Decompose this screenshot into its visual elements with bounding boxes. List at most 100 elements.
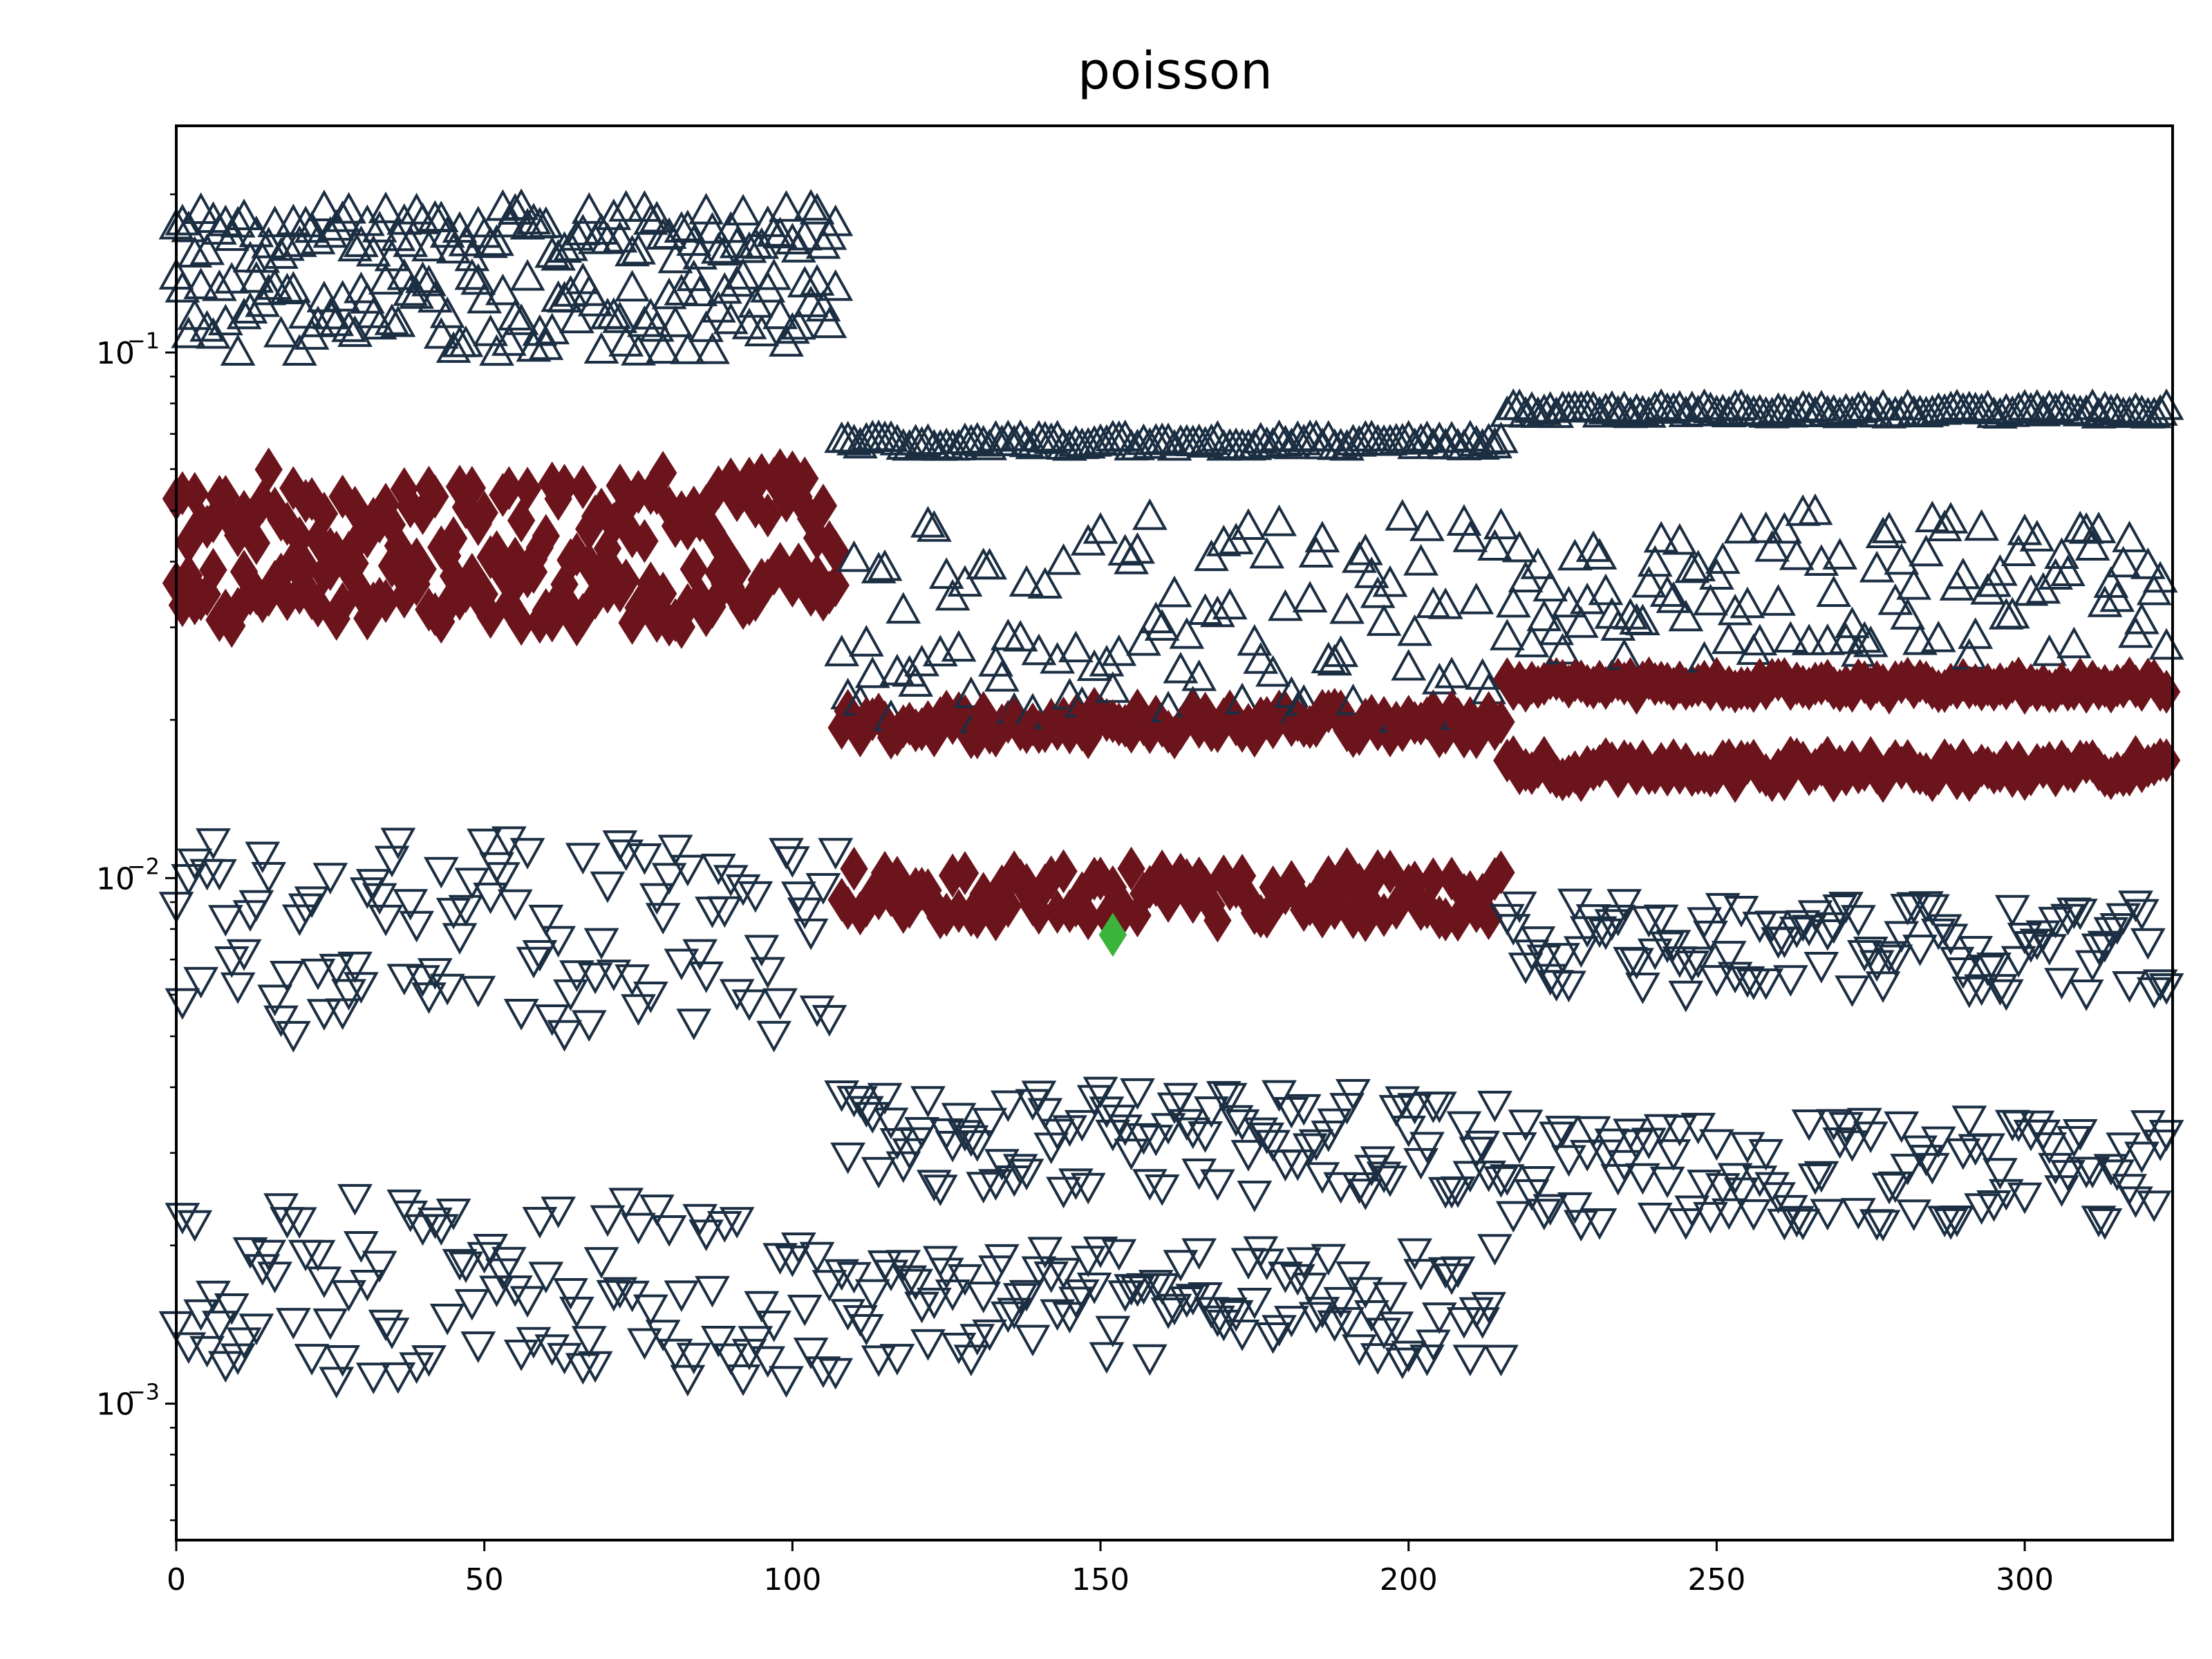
triangle-up-marker [275, 203, 311, 236]
triangle-down-marker [1698, 1129, 1734, 1161]
triangle-up-marker [516, 330, 552, 362]
triangle-down-marker [497, 1275, 533, 1307]
triangle-down-marker [1262, 1080, 1297, 1112]
triangle-up-marker [632, 203, 668, 235]
triangle-up-marker [2112, 521, 2148, 552]
triangle-down-marker [1896, 1199, 1932, 1231]
triangle-up-marker [1366, 604, 1402, 636]
triangle-down-marker [1076, 1273, 1112, 1304]
triangle-up-marker [1902, 623, 1938, 655]
triangle-down-marker [1767, 926, 1802, 959]
triangle-down-marker [1009, 1159, 1044, 1191]
triangle-down-marker [1693, 1201, 1728, 1234]
triangle-down-marker [251, 861, 287, 894]
triangle-down-marker [1286, 1094, 1322, 1126]
triangle-down-marker [220, 972, 256, 1004]
triangle-down-marker [596, 1280, 632, 1312]
triangle-down-marker [362, 1250, 397, 1283]
triangle-down-marker [1785, 910, 1821, 942]
triangle-up-marker [1958, 617, 1994, 649]
triangle-down-marker [959, 1130, 995, 1162]
x-tick-label: 200 [1380, 1562, 1438, 1597]
triangle-down-marker [1483, 1166, 1519, 1198]
triangle-down-marker [1582, 1208, 1618, 1240]
triangle-up-marker [1101, 634, 1137, 666]
triangle-up-marker [571, 192, 607, 224]
triangle-down-marker [1520, 926, 1556, 958]
x-tick-label: 250 [1687, 1562, 1745, 1597]
triangle-down-marker [337, 1183, 373, 1216]
triangle-down-marker [1970, 1133, 2005, 1165]
triangle-down-marker [1360, 1343, 1396, 1375]
triangle-down-marker [2050, 1160, 2086, 1192]
triangle-down-marker [2007, 1182, 2043, 1215]
triangle-up-marker [774, 312, 810, 344]
triangle-down-marker [818, 1358, 854, 1390]
triangle-down-marker [1304, 1162, 1340, 1194]
triangle-up-marker [1181, 659, 1217, 691]
triangle-down-marker [368, 1309, 404, 1342]
triangle-up-marker [362, 308, 397, 340]
triangle-down-marker [824, 1259, 860, 1291]
triangle-down-marker [1132, 1169, 1168, 1201]
triangle-down-marker [1058, 1168, 1094, 1201]
triangle-up-marker [1945, 557, 1981, 590]
triangle-down-marker [2032, 1132, 2068, 1164]
triangle-down-marker [1058, 1286, 1094, 1319]
triangle-up-marker [165, 203, 200, 236]
triangle-up-marker [1797, 493, 1833, 525]
triangle-up-marker [1021, 633, 1057, 666]
triangle-up-marker [1631, 565, 1667, 598]
triangle-up-marker [583, 332, 619, 364]
triangle-up-marker [1791, 391, 1827, 423]
triangle-down-marker [1089, 1096, 1125, 1129]
triangle-up-marker [491, 324, 527, 356]
triangle-down-marker [2087, 1208, 2123, 1240]
triangle-up-marker [1835, 606, 1870, 639]
triangle-down-marker [1803, 1161, 1839, 1193]
triangle-down-marker [207, 905, 243, 937]
triangle-down-marker [386, 964, 422, 996]
triangle-down-marker [251, 1239, 287, 1272]
triangle-up-marker [1409, 509, 1445, 541]
triangle-down-marker [460, 975, 496, 1008]
triangle-down-marker [1040, 1299, 1076, 1331]
triangle-down-marker [1730, 966, 1765, 998]
triangle-up-marker [1212, 588, 1248, 620]
triangle-up-marker [744, 227, 780, 259]
triangle-down-marker [1144, 1273, 1180, 1305]
triangle-up-marker [534, 312, 570, 345]
diamond-marker [310, 491, 339, 536]
triangle-up-marker [972, 547, 1007, 580]
triangle-down-marker [854, 1279, 890, 1311]
triangle-down-marker [565, 843, 601, 875]
triangle-down-marker [780, 1232, 816, 1264]
triangle-down-marker [1877, 944, 1913, 977]
triangle-up-marker [1563, 606, 1599, 638]
triangle-up-marker [1132, 498, 1168, 530]
triangle-down-marker [812, 1270, 847, 1302]
triangle-up-marker [2148, 388, 2184, 420]
triangle-up-marker [1040, 641, 1076, 674]
triangle-up-marker [1920, 620, 1956, 653]
triangle-down-marker [1551, 1145, 1586, 1177]
triangle-up-marker [257, 205, 293, 238]
diamond-marker [242, 521, 271, 565]
triangle-down-marker [238, 890, 274, 922]
triangle-down-marker [1822, 894, 1858, 926]
triangle-down-marker [2068, 980, 2104, 1011]
triangle-down-marker [1501, 1132, 1537, 1164]
triangle-up-marker [380, 305, 416, 337]
triangle-down-marker [559, 1296, 594, 1329]
triangle-down-marker [306, 1266, 342, 1298]
triangle-up-marker [1286, 423, 1322, 456]
triangle-down-marker [1391, 1115, 1427, 1147]
triangle-down-marker [892, 1265, 928, 1297]
triangle-down-marker [1421, 1302, 1457, 1335]
triangle-up-marker [1575, 530, 1611, 562]
triangle-down-marker [2056, 1125, 2092, 1158]
triangle-up-marker [541, 238, 577, 271]
triangle-down-marker [503, 1339, 539, 1371]
triangle-up-marker [183, 268, 219, 299]
